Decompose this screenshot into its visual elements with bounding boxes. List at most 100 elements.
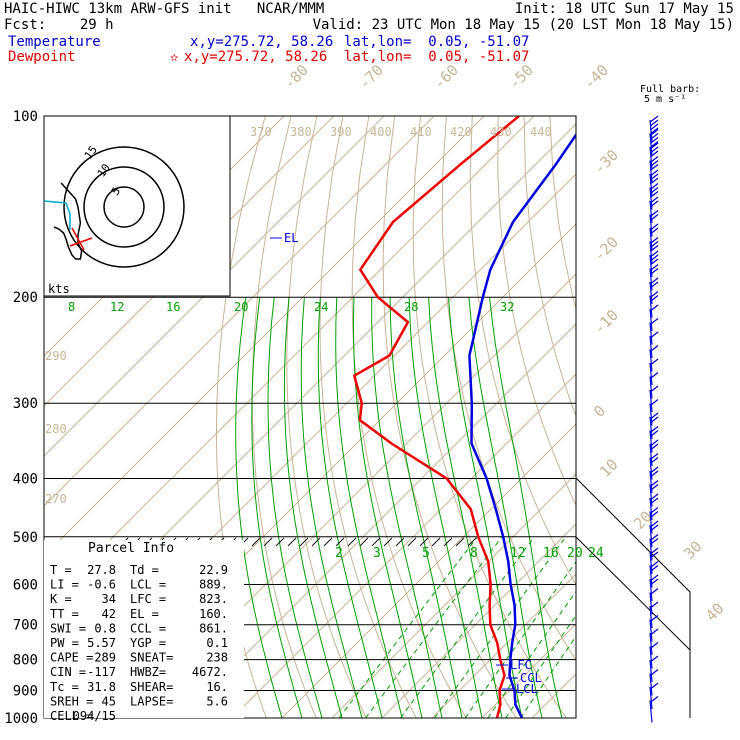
- wind-barb-flag: [649, 129, 659, 136]
- hatch-mark: [383, 537, 393, 547]
- parcel-value: 5.6: [206, 694, 228, 708]
- dry-adiabat-line: [382, 116, 517, 718]
- parcel-value: 4672.: [192, 665, 228, 679]
- parcel-value: 0.8: [94, 621, 116, 635]
- isotherm-line: [632, 116, 740, 718]
- theta-label: 270: [45, 492, 67, 506]
- wind-barb-staff: [649, 646, 653, 669]
- hodograph-low-level: [43, 200, 71, 230]
- hodograph-shear-vector: [69, 227, 93, 251]
- isotherm-label: 30: [680, 537, 706, 563]
- parcel-label: Tc =: [50, 680, 79, 694]
- theta-label: 410: [410, 125, 432, 139]
- mixing-ratio-label: 8: [470, 546, 478, 561]
- pressure-label: 300: [13, 396, 38, 412]
- parcel-value: 5.57: [87, 636, 116, 650]
- isotherm-line: [44, 116, 435, 507]
- hatch-mark: [407, 537, 417, 547]
- wind-barb-flag: [649, 277, 659, 285]
- theta-label: 370: [250, 125, 272, 139]
- hatch-mark: [287, 537, 297, 547]
- wind-barb-flag: [649, 268, 659, 275]
- parcel-label: CIN =: [50, 665, 86, 679]
- parcel-value: 42: [102, 607, 116, 621]
- theta-label: 280: [45, 422, 67, 436]
- mixing-ratio-label: 12: [510, 546, 526, 561]
- isotherm-line: [331, 473, 576, 718]
- wind-barb-flag: [649, 453, 659, 460]
- wind-barb-flag: [649, 655, 659, 663]
- wind-barb-flag: [649, 524, 659, 532]
- parcel-label: PW =: [50, 636, 79, 650]
- dry-adiabat-line: [251, 116, 317, 718]
- wind-barb-flag: [649, 520, 659, 528]
- isotherm-line: [231, 373, 576, 718]
- wind-barb-flag: [649, 295, 659, 302]
- wind-barb-staff: [649, 389, 653, 413]
- wind-barb-staff: [649, 335, 653, 359]
- theta-label: 420: [450, 125, 472, 139]
- hatch-mark: [299, 537, 309, 547]
- wind-barb-flag: [649, 160, 659, 167]
- wind-barb-staff: [649, 295, 653, 318]
- legend-temperature-xy: x,y=275.72, 58.26: [190, 34, 334, 50]
- dry-adiabat-line: [523, 116, 576, 418]
- hatch-mark: [443, 537, 453, 547]
- isotherm-label: -80: [280, 61, 312, 93]
- parcel-label: CCL =: [130, 621, 166, 635]
- wind-barb-flag: [649, 164, 659, 171]
- temperature-trace: [468, 132, 576, 718]
- hatch-mark: [251, 537, 261, 547]
- mixing-ratio-line: [487, 590, 576, 718]
- parcel-value: 238: [206, 651, 228, 665]
- wind-barb-flag: [649, 457, 659, 464]
- mixing-ratio-label: 24: [588, 546, 604, 561]
- pressure-label: 800: [13, 653, 38, 669]
- mixing-ratio-line: [400, 536, 535, 718]
- wind-barb-flag: [649, 237, 659, 244]
- wind-barb-flag: [649, 480, 659, 487]
- dry-adiabat-line: [319, 116, 417, 718]
- mixing-ratio-label: 32: [500, 300, 514, 314]
- pressure-label: 1000: [4, 711, 38, 727]
- hatch-mark: [335, 537, 345, 547]
- dry-adiabat-line: [351, 116, 467, 718]
- level-annotation-ccl: CCL: [520, 671, 542, 685]
- wind-barb-flag: [649, 173, 659, 181]
- wind-barb-flag: [649, 141, 659, 148]
- wind-barb-staff: [649, 605, 653, 629]
- hatch-mark: [323, 537, 333, 547]
- theta-label: 380: [290, 125, 312, 139]
- hatch-mark: [311, 537, 321, 547]
- wind-barb-flag: [649, 183, 659, 190]
- isotherm-label: -60: [430, 61, 462, 93]
- dry-adiabat-line: [286, 116, 367, 718]
- wind-barb-flag: [649, 547, 659, 555]
- wind-barb-flag: [649, 574, 659, 582]
- wind-barb-flag: [649, 412, 659, 420]
- isotherm-line: [531, 673, 576, 718]
- wind-barb-flag: [649, 484, 659, 491]
- parcel-value: -117: [87, 665, 116, 679]
- wind-barb-flag: [649, 507, 659, 514]
- parcel-label: TT =: [50, 607, 79, 621]
- wind-barb-flag: [649, 169, 659, 177]
- wind-barb-flag: [649, 669, 659, 676]
- parcel-value: 16.: [206, 680, 228, 694]
- mixing-ratio-line: [464, 560, 576, 718]
- wind-barb-flag: [649, 345, 659, 352]
- isotherm-line: [682, 116, 740, 718]
- wind-barb-flag: [649, 682, 659, 690]
- hodograph-ring: [63, 146, 185, 268]
- isotherm-label: 0: [590, 402, 609, 421]
- wind-barb-flag: [649, 304, 659, 312]
- wind-barb-flag: [649, 241, 659, 248]
- wind-barb-flag: [649, 227, 659, 235]
- hatch-mark: [467, 537, 477, 547]
- wind-barb-flag: [649, 150, 659, 158]
- parcel-value: 0.1: [206, 636, 228, 650]
- wind-barb-staff: [649, 362, 653, 386]
- mixing-ratio-line: [434, 536, 567, 718]
- mixing-ratio-label: 5: [422, 546, 430, 561]
